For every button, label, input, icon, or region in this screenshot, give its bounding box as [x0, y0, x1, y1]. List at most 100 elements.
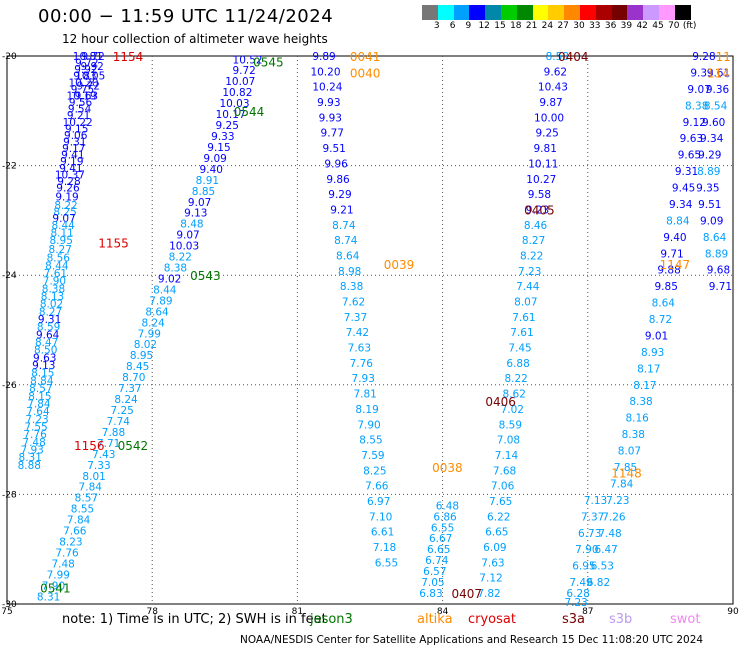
wave-height-value: 9.25: [216, 120, 239, 132]
color-swatch-1: [437, 5, 454, 20]
wave-height-value: 9.34: [700, 133, 724, 145]
wave-height-value: 8.62: [503, 389, 526, 401]
wave-height-value: 9.62: [544, 66, 567, 78]
wave-height-value: 8.16: [625, 413, 649, 425]
color-swatch-3: [469, 5, 486, 20]
wave-height-value: 9.12: [683, 117, 706, 129]
wave-height-value: 8.95: [130, 350, 153, 362]
wave-height-value: 8.55: [359, 435, 382, 447]
wave-height-value: 6.09: [483, 542, 506, 554]
color-scale-label: 33: [589, 21, 601, 31]
wave-height-value: 8.27: [49, 244, 72, 256]
wave-height-value: 7.05: [421, 577, 444, 589]
wave-height-value: 9.61: [707, 67, 730, 79]
lon-tick-label: 90: [727, 607, 739, 617]
wave-height-value: 7.63: [348, 343, 371, 355]
wave-height-value: 6.48: [436, 500, 459, 512]
wave-height-value: 6.83: [419, 588, 442, 600]
wave-height-value: 7.63: [481, 557, 504, 569]
color-swatch-2: [453, 5, 470, 20]
wave-height-value: 6.67: [429, 533, 452, 545]
legend-item-swot: swot: [670, 612, 701, 627]
wave-height-value: 7.88: [102, 427, 125, 439]
wave-height-value: 6.28: [566, 588, 589, 600]
wave-height-value: 8.84: [666, 215, 690, 227]
wave-height-value: 8.89: [697, 166, 720, 178]
wave-height-value: 8.38: [629, 396, 652, 408]
wave-height-value: 9.89: [312, 51, 335, 63]
wave-height-value: 7.33: [87, 460, 110, 472]
wave-height-value: 9.31: [38, 314, 61, 326]
wave-height-value: 7.23: [606, 495, 629, 507]
wave-height-value: 9.63: [75, 90, 98, 102]
wave-height-value: 8.01: [82, 471, 105, 483]
wave-height-value: 7.48: [22, 437, 45, 449]
lon-tick-label: 75: [1, 607, 12, 617]
wave-height-value: 9.21: [67, 110, 90, 122]
wave-height-value: 8.95: [50, 235, 73, 247]
wave-height-value: 9.87: [539, 97, 562, 109]
wave-height-value: 9.13: [184, 208, 207, 220]
wave-height-value: 8.50: [34, 345, 57, 357]
color-swatch-10: [579, 5, 596, 20]
map-frame: [6, 55, 734, 605]
wave-height-value: 9.45: [672, 183, 695, 195]
wave-height-value: 8.64: [703, 232, 727, 244]
wave-height-value: 8.13: [41, 291, 64, 303]
wave-height-value: 10.03: [169, 241, 199, 253]
wave-height-value: 9.25: [535, 128, 558, 140]
color-swatch-12: [611, 5, 628, 20]
wave-height-value: 9.29: [698, 150, 721, 162]
legend-item-cryosat: cryosat: [468, 612, 516, 627]
wave-height-value: 9.40: [200, 164, 223, 176]
wave-height-value: 7.90: [575, 544, 598, 556]
wave-height-value: 7.61: [510, 327, 533, 339]
wave-height-value: 7.44: [516, 281, 540, 293]
wave-height-value: 9.23: [526, 204, 549, 216]
wave-height-value: 8.27: [522, 235, 545, 247]
wave-height-value: 10.17: [216, 109, 246, 121]
wave-height-value: 7.64: [26, 406, 50, 418]
wave-height-value: 9.19: [55, 191, 78, 203]
wave-height-value: 9.06: [64, 130, 88, 142]
lat-tick-label: -22: [2, 162, 17, 172]
wave-height-value: 8.24: [114, 394, 138, 406]
wave-height-value: 9.51: [322, 143, 345, 155]
wave-height-value: 9.17: [62, 143, 85, 155]
lat-tick-label: -26: [2, 381, 17, 391]
pass-time-label: 0542: [118, 439, 149, 453]
wave-height-value: 8.17: [637, 363, 660, 375]
color-scale-label: 12: [478, 21, 490, 31]
wave-height-value: 8.45: [126, 361, 149, 373]
wave-height-value: 9.81: [534, 143, 557, 155]
wave-height-value: 7.14: [495, 450, 519, 462]
wave-height-value: 8.24: [141, 317, 165, 329]
satellite-legend: jason3 altika cryosat s3a s3b swot: [300, 612, 740, 630]
wave-height-value: 7.02: [501, 404, 524, 416]
pass-time-label: 0543: [190, 269, 221, 283]
wave-height-value: 8.19: [355, 404, 378, 416]
wave-height-value: 7.26: [602, 511, 626, 523]
color-swatch-14: [643, 5, 659, 20]
wave-height-value: 6.88: [506, 358, 529, 370]
wave-height-value: 9.93: [317, 97, 340, 109]
pass-time-label: 0041: [350, 50, 381, 64]
wave-height-value: 7.84: [67, 515, 91, 527]
color-swatch-0: [422, 5, 438, 20]
wave-height-value: 7.48: [598, 528, 621, 540]
wave-height-value: 10.19: [67, 90, 97, 102]
longitude-axis: 75 78 81 84 87 90: [1, 607, 739, 617]
wave-height-value: 7.12: [479, 573, 502, 585]
wave-height-value: 6.55: [375, 557, 398, 569]
wave-height-value: 9.63: [33, 352, 56, 364]
color-swatch-16: [674, 5, 691, 20]
color-swatch-13: [627, 5, 644, 20]
wave-height-value: 9.63: [680, 133, 703, 145]
color-scale-labels: 3 6 9 12 15 18 21 24 27 30 33 36 39 42 45 70 (ft): [422, 21, 740, 33]
wave-height-value: 8.54: [704, 100, 728, 112]
wave-height-value: 8.23: [59, 537, 82, 549]
legend-item-jason3: jason3: [310, 612, 353, 627]
wave-height-value: 9.68: [707, 265, 730, 277]
wave-height-value: 10.20: [68, 77, 98, 89]
